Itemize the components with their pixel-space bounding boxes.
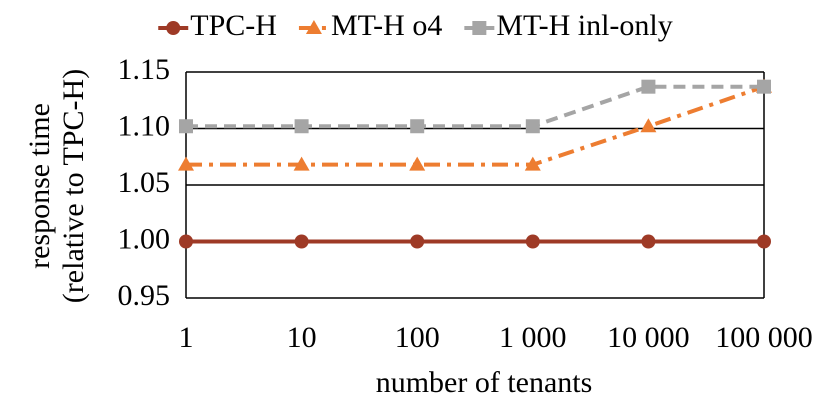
y-tick-label: 1.15 xyxy=(118,53,171,86)
y-tick-label: 1.05 xyxy=(118,166,171,199)
marker xyxy=(641,234,656,249)
legend-marker xyxy=(472,21,487,35)
marker xyxy=(178,156,194,171)
marker xyxy=(525,119,540,134)
marker xyxy=(179,234,193,249)
marker xyxy=(294,119,309,134)
x-tick-label: 100 xyxy=(395,321,440,354)
x-tick-label: 100 000 xyxy=(715,321,813,354)
x-tick-label: 1 xyxy=(179,321,194,354)
legend: TPC-H MT-H o4 MT-H inl-only xyxy=(158,9,673,42)
marker xyxy=(179,119,193,134)
series-line xyxy=(186,84,765,167)
legend-label: MT-H inl-only xyxy=(496,9,672,42)
y-tick-label: 1.00 xyxy=(118,222,171,255)
y-tick-label: 0.95 xyxy=(118,279,171,312)
marker xyxy=(757,79,771,94)
legend-label: TPC-H xyxy=(190,9,277,42)
y-tick-label: 1.10 xyxy=(118,109,171,142)
marker xyxy=(409,156,426,171)
marker xyxy=(525,234,540,249)
y-axis-title: response time xyxy=(23,103,56,269)
x-tick-label: 10 xyxy=(287,321,317,354)
legend-marker xyxy=(305,20,322,34)
marker xyxy=(410,234,425,249)
x-tick-label: 1 000 xyxy=(499,321,567,354)
x-axis-title: number of tenants xyxy=(376,366,593,399)
marker xyxy=(641,79,656,94)
marker xyxy=(293,156,310,171)
legend-marker xyxy=(166,21,181,35)
marker xyxy=(294,234,309,249)
marker xyxy=(410,119,425,134)
legend-label: MT-H o4 xyxy=(331,9,442,42)
x-tick-label: 10 000 xyxy=(607,321,690,354)
marker xyxy=(640,118,657,133)
marker xyxy=(524,156,541,171)
series-line xyxy=(186,84,764,129)
marker xyxy=(757,234,771,249)
y-axis-title: (relative to TPC-H) xyxy=(57,69,90,303)
